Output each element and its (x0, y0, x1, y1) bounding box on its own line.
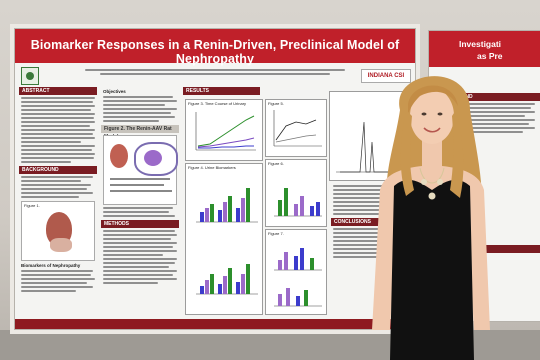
author-line (75, 67, 355, 79)
figure-2-header: Figure 2. The Renin-AAV Rat Model (101, 125, 179, 140)
figure-3-line-chart: Figure 3. Time Course of Urinary (185, 99, 263, 161)
column-1: ABSTRACT BACKGROUND Figure 1. Biomarkers… (19, 87, 97, 295)
lab-logo-icon (21, 67, 39, 85)
figure-7-bar-chart: Figure 7. (265, 229, 327, 315)
background-text (21, 176, 95, 198)
side-poster-banner: Investigati as Pre (429, 31, 540, 67)
side-poster-title-1: Investigati (459, 39, 502, 49)
conclusions-text (333, 228, 407, 258)
results-column: RESULTS (183, 87, 345, 95)
poster-footer (15, 319, 415, 329)
methods-text (103, 230, 177, 284)
biomarkers-text (21, 270, 95, 292)
figure-2-rat-model (103, 135, 178, 205)
side-poster-title-2: as Pre (477, 51, 503, 61)
section-header-conclusions: CONCLUSIONS (331, 218, 409, 226)
figure-4-bar-charts: Figure 4. Urine Biomarkers (185, 163, 263, 315)
section-header-results: RESULTS (183, 87, 260, 95)
section-header-background: BACKGROUND (19, 166, 97, 174)
figure-6-bar-chart: Figure 6. (265, 159, 327, 227)
objectives-text (103, 96, 177, 122)
abstract-text (21, 97, 95, 163)
column-4-text: CONCLUSIONS (331, 183, 409, 261)
poster-banner: Biomarker Responses in a Renin-Driven, P… (15, 29, 415, 66)
column-2: Objectives Figure 2. The Renin-AAV Rat M… (101, 87, 179, 287)
presenter-person (372, 76, 490, 360)
figure-2-caption (103, 207, 177, 217)
objectives-heading: Objectives (103, 89, 126, 94)
section-header-abstract: ABSTRACT (19, 87, 97, 95)
indiana-csi-logo: INDIANA CSI (361, 69, 411, 83)
section-header-methods: METHODS (101, 220, 179, 228)
figure-1-kidney-diagram: Figure 1. (21, 201, 95, 261)
poster-title: Biomarker Responses in a Renin-Driven, P… (30, 38, 400, 66)
figure-5-line-chart: Figure 5. (265, 99, 327, 157)
biomarkers-heading: Biomarkers of Nephropathy (21, 263, 81, 268)
